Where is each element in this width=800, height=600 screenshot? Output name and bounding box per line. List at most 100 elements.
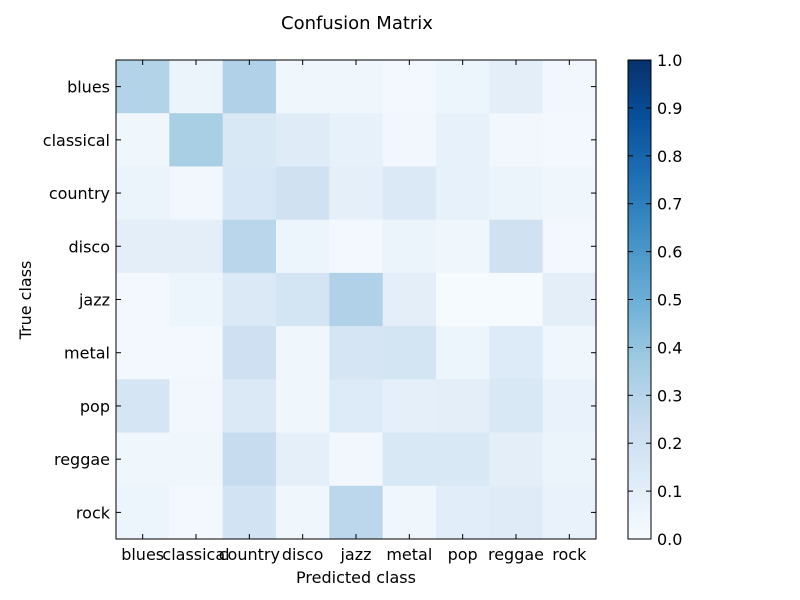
heatmap-cell-classical-country — [222, 113, 277, 167]
heatmap-cell-reggae-pop — [436, 432, 490, 487]
heatmap-cell-jazz-jazz — [329, 272, 384, 327]
y-tick-label-country: country — [49, 184, 110, 203]
heatmap-cell-reggae-classical — [169, 432, 224, 487]
y-axis-label: True class — [16, 261, 35, 341]
heatmap-cell-pop-jazz — [329, 379, 384, 434]
heatmap-cell-reggae-reggae — [489, 432, 544, 487]
heatmap-cell-blues-country — [222, 60, 277, 114]
heatmap-cell-metal-classical — [169, 326, 224, 380]
heatmap-cell-disco-blues — [116, 219, 170, 274]
colorbar-tick-label: 0.5 — [657, 291, 682, 310]
heatmap-cell-rock-rock — [542, 485, 597, 540]
heatmap-cell-disco-pop — [436, 219, 490, 274]
heatmap-cell-jazz-classical — [169, 272, 224, 327]
colorbar-tick-label: 0.8 — [657, 147, 682, 166]
heatmap-cell-metal-blues — [116, 326, 170, 380]
colorbar-tick-label: 0.3 — [657, 386, 682, 405]
heatmap-cell-reggae-metal — [382, 432, 437, 487]
y-tick-label-jazz: jazz — [78, 291, 110, 310]
heatmap-cell-metal-rock — [542, 326, 597, 380]
heatmap-cell-country-classical — [169, 166, 224, 221]
y-tick-label-rock: rock — [76, 503, 111, 522]
y-tick-label-reggae: reggae — [54, 450, 110, 469]
heatmap-cell-blues-classical — [169, 60, 224, 114]
y-tick-label-pop: pop — [80, 397, 110, 416]
heatmap-cell-metal-pop — [436, 326, 490, 380]
heatmap-cell-metal-country — [222, 326, 277, 380]
heatmap-cell-jazz-blues — [116, 272, 170, 327]
heatmap-cell-rock-metal — [382, 485, 437, 540]
axis-ticks — [116, 60, 596, 539]
x-tick-label-metal: metal — [386, 545, 432, 564]
x-tick-label-jazz: jazz — [339, 545, 371, 564]
heatmap-cell-metal-jazz — [329, 326, 384, 380]
heatmap-cell-blues-blues — [116, 60, 170, 114]
heatmap-cell-classical-reggae — [489, 113, 544, 167]
heatmap-cell-metal-disco — [276, 326, 330, 380]
heatmap-cells — [116, 60, 597, 540]
x-tick-label-disco: disco — [282, 545, 324, 564]
heatmap-cell-rock-country — [222, 485, 277, 540]
heatmap-cell-jazz-reggae — [489, 272, 544, 327]
heatmap-cell-country-blues — [116, 166, 170, 221]
heatmap-cell-blues-rock — [542, 60, 597, 114]
heatmap-cell-jazz-disco — [276, 272, 330, 327]
heatmap-cell-rock-classical — [169, 485, 224, 540]
chart-title: Confusion Matrix — [281, 13, 433, 34]
heatmap-cell-rock-reggae — [489, 485, 544, 540]
heatmap-cell-classical-jazz — [329, 113, 384, 167]
colorbar-tick-label: 1.0 — [657, 51, 682, 70]
heatmap-cell-classical-blues — [116, 113, 170, 167]
heatmap-cell-rock-jazz — [329, 485, 384, 540]
heatmap-cell-blues-metal — [382, 60, 437, 114]
y-tick-label-blues: blues — [67, 78, 110, 97]
x-tick-label-reggae: reggae — [488, 545, 544, 564]
heatmap-cell-reggae-blues — [116, 432, 170, 487]
heatmap-cell-disco-reggae — [489, 219, 544, 274]
heatmap-cell-blues-pop — [436, 60, 490, 114]
colorbar-tick-label: 0.4 — [657, 338, 682, 357]
heatmap-cell-country-disco — [276, 166, 330, 221]
heatmap-cell-rock-disco — [276, 485, 330, 540]
x-axis-label: Predicted class — [296, 568, 416, 587]
heatmap-cell-pop-reggae — [489, 379, 544, 434]
x-tick-label-rock: rock — [552, 545, 587, 564]
heatmap-cell-country-reggae — [489, 166, 544, 221]
y-tick-label-classical: classical — [43, 131, 110, 150]
colorbar-tick-label: 0.0 — [657, 530, 682, 549]
heatmap-cell-pop-country — [222, 379, 277, 434]
heatmap-cell-pop-pop — [436, 379, 490, 434]
colorbar-tick-label: 0.9 — [657, 99, 682, 118]
heatmap-cell-reggae-country — [222, 432, 277, 487]
heatmap-cell-reggae-jazz — [329, 432, 384, 487]
colorbar-tick-label: 0.7 — [657, 195, 682, 214]
heatmap-cell-disco-rock — [542, 219, 597, 274]
heatmap-cell-country-country — [222, 166, 277, 221]
heatmap-cell-country-metal — [382, 166, 437, 221]
x-tick-label-blues: blues — [121, 545, 164, 564]
heatmap-cell-metal-reggae — [489, 326, 544, 380]
heatmap-cell-classical-rock — [542, 113, 597, 167]
heatmap-cell-disco-metal — [382, 219, 437, 274]
y-tick-label-disco: disco — [68, 237, 110, 256]
heatmap-cell-pop-rock — [542, 379, 597, 434]
heatmap-cell-jazz-rock — [542, 272, 597, 327]
heatmap-cell-classical-classical — [169, 113, 224, 167]
heatmap-cell-classical-metal — [382, 113, 437, 167]
heatmap-cell-rock-pop — [436, 485, 490, 540]
x-tick-label-classical: classical — [162, 545, 229, 564]
heatmap-cell-disco-country — [222, 219, 277, 274]
x-tick-label-country: country — [219, 545, 280, 564]
heatmap-cell-classical-pop — [436, 113, 490, 167]
heatmap-cell-classical-disco — [276, 113, 330, 167]
heatmap-cell-country-pop — [436, 166, 490, 221]
heatmap-cell-rock-blues — [116, 485, 170, 540]
heatmap-cell-disco-jazz — [329, 219, 384, 274]
heatmap-cell-blues-jazz — [329, 60, 384, 114]
heatmap-cell-country-rock — [542, 166, 597, 221]
colorbar-tick-label: 0.1 — [657, 482, 682, 501]
heatmap-cell-blues-reggae — [489, 60, 544, 114]
heatmap-cell-jazz-pop — [436, 272, 490, 327]
